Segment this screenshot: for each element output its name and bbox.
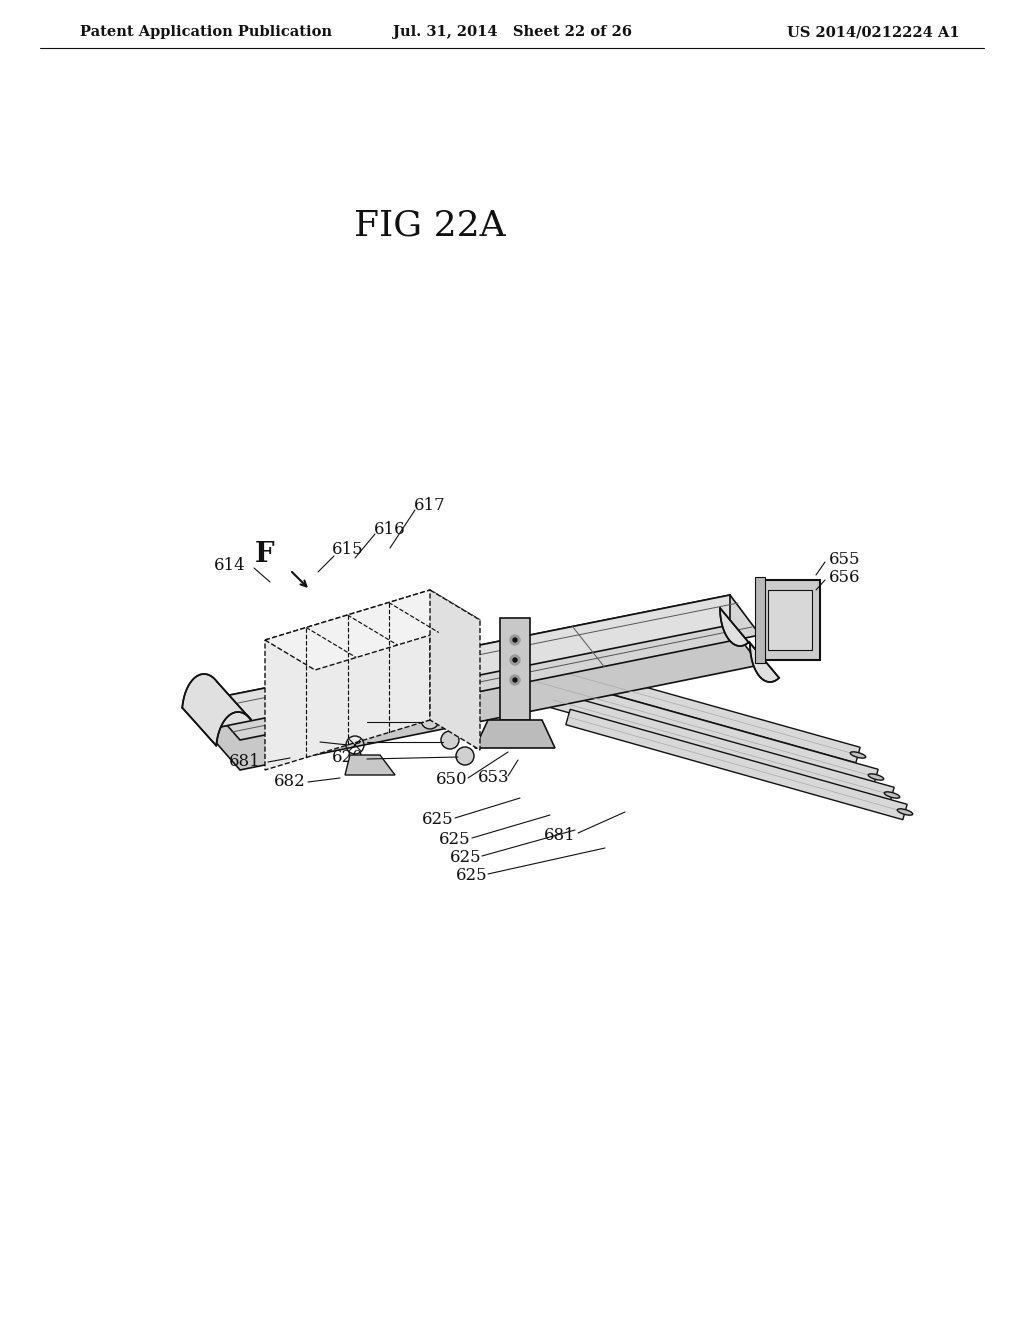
Ellipse shape — [897, 809, 912, 816]
Text: 616: 616 — [374, 521, 406, 539]
Circle shape — [441, 731, 459, 748]
Text: 615: 615 — [332, 541, 364, 558]
Ellipse shape — [868, 774, 884, 780]
Text: 682: 682 — [274, 774, 306, 791]
Text: Patent Application Publication: Patent Application Publication — [80, 25, 332, 40]
Polygon shape — [182, 675, 251, 746]
Circle shape — [510, 655, 520, 665]
Text: 681: 681 — [229, 754, 261, 771]
Text: 625: 625 — [451, 850, 482, 866]
Text: 653: 653 — [478, 770, 510, 787]
Text: 625: 625 — [422, 812, 454, 829]
Polygon shape — [475, 719, 555, 748]
Polygon shape — [768, 590, 812, 649]
Text: 680: 680 — [284, 734, 315, 751]
Text: 650: 650 — [436, 771, 468, 788]
Polygon shape — [265, 590, 430, 770]
Circle shape — [513, 638, 517, 642]
Text: 655: 655 — [829, 552, 861, 569]
Polygon shape — [265, 590, 480, 671]
Text: 656: 656 — [829, 569, 861, 586]
Polygon shape — [500, 618, 530, 719]
Text: FIG 22A: FIG 22A — [354, 209, 506, 242]
Text: 620: 620 — [332, 711, 364, 729]
Polygon shape — [535, 675, 879, 784]
Text: 625: 625 — [456, 867, 487, 884]
Text: 681: 681 — [544, 826, 575, 843]
Text: 625: 625 — [439, 832, 471, 849]
Polygon shape — [430, 590, 480, 750]
Text: 620: 620 — [332, 748, 364, 766]
Polygon shape — [205, 624, 760, 770]
Text: 617: 617 — [414, 496, 445, 513]
Polygon shape — [205, 595, 760, 741]
Circle shape — [510, 675, 520, 685]
Polygon shape — [517, 652, 860, 763]
Polygon shape — [760, 579, 820, 660]
Text: F: F — [255, 541, 274, 569]
Text: 614: 614 — [214, 557, 246, 573]
Polygon shape — [566, 709, 907, 820]
Polygon shape — [755, 577, 765, 663]
Polygon shape — [551, 692, 894, 803]
Circle shape — [456, 747, 474, 766]
Circle shape — [421, 711, 439, 729]
Ellipse shape — [885, 792, 900, 799]
Polygon shape — [720, 609, 779, 682]
Circle shape — [513, 657, 517, 663]
Ellipse shape — [850, 752, 865, 758]
Text: 620: 620 — [332, 731, 364, 748]
Circle shape — [513, 678, 517, 682]
Polygon shape — [205, 595, 730, 730]
Polygon shape — [345, 755, 395, 775]
Circle shape — [510, 635, 520, 645]
Text: US 2014/0212224 A1: US 2014/0212224 A1 — [787, 25, 961, 40]
Text: Jul. 31, 2014   Sheet 22 of 26: Jul. 31, 2014 Sheet 22 of 26 — [392, 25, 632, 40]
